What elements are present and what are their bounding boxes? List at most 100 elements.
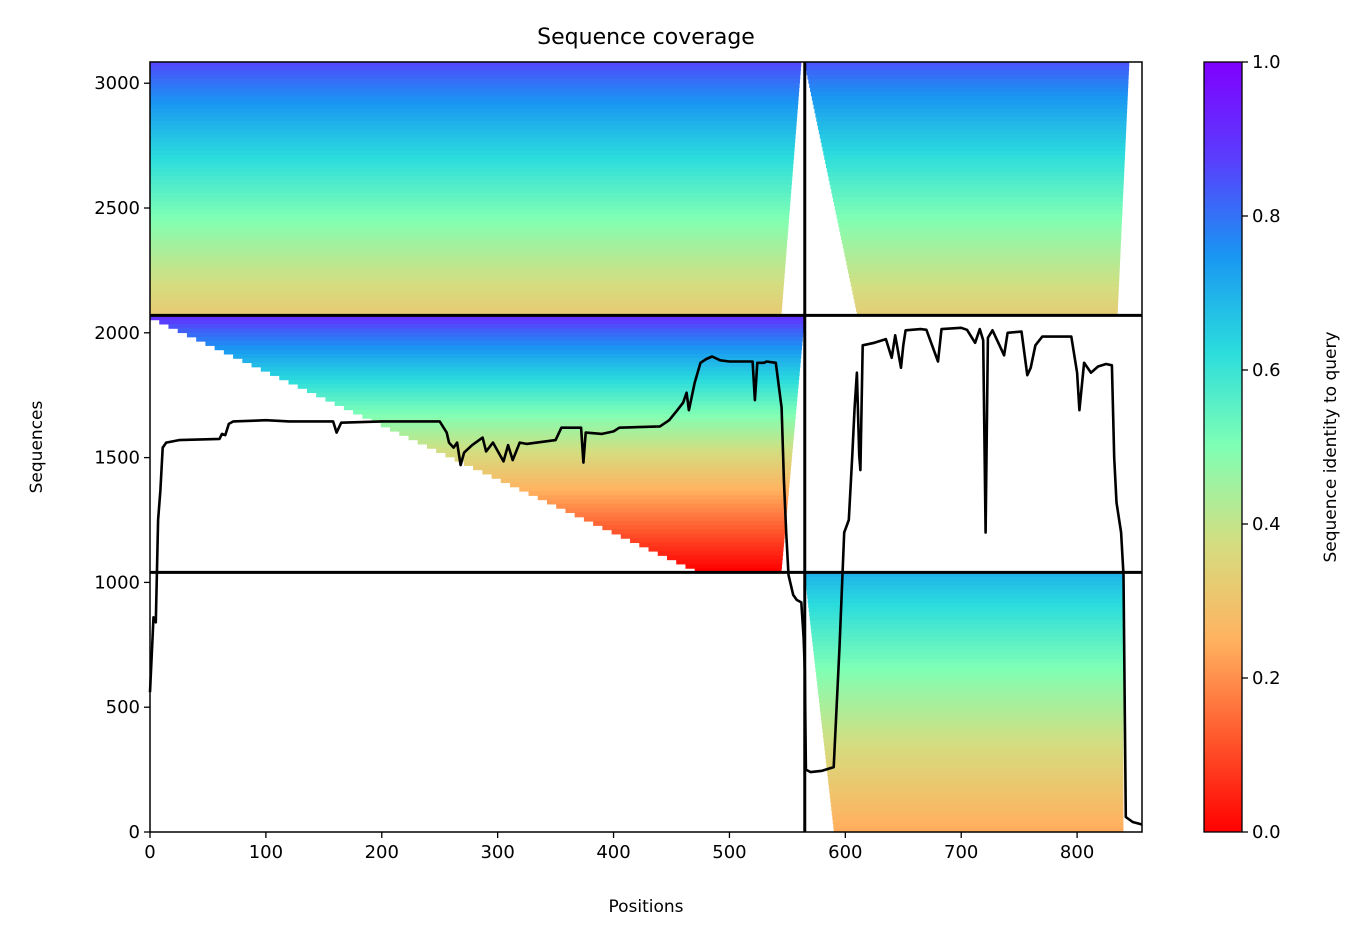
msa-row-band <box>822 732 1124 738</box>
msa-row-band <box>666 555 783 561</box>
msa-row-band <box>850 281 1120 287</box>
msa-row-band <box>150 230 788 236</box>
msa-row-band <box>824 749 1124 755</box>
msa-row-band <box>150 62 802 67</box>
msa-row-band <box>150 146 795 152</box>
msa-row-band <box>810 624 1124 630</box>
msa-row-band <box>829 180 1124 186</box>
msa-row-band <box>150 247 787 253</box>
msa-row-band <box>150 95 799 101</box>
msa-row-band <box>353 409 797 415</box>
msa-row-band <box>809 83 1129 88</box>
msa-row-band <box>150 315 805 321</box>
msa-row-band <box>841 239 1122 245</box>
msa-row-band <box>814 108 1128 114</box>
msa-row-band <box>150 163 794 169</box>
msa-row-band <box>546 499 788 505</box>
msa-row-band <box>856 311 1118 316</box>
msa-row-band <box>829 793 1124 798</box>
msa-row-band <box>371 418 796 424</box>
msa-row-band <box>150 180 792 186</box>
msa-row-band <box>817 680 1124 686</box>
msa-row-band <box>306 388 799 394</box>
msa-row-band <box>150 222 789 228</box>
msa-row-band <box>832 819 1124 824</box>
msa-row-band <box>836 214 1123 219</box>
msa-row-band <box>832 814 1124 820</box>
msa-row-band <box>150 159 794 164</box>
msa-row-band <box>150 116 797 122</box>
msa-row-band <box>150 298 783 304</box>
msa-row-band <box>288 379 799 385</box>
msa-row-band <box>159 319 805 325</box>
msa-row-band <box>812 641 1124 647</box>
msa-row-band <box>831 810 1124 816</box>
msa-row-band <box>832 192 1124 198</box>
msa-row-band <box>842 243 1121 249</box>
msa-row-band <box>150 138 796 143</box>
msa-row-band <box>811 628 1124 634</box>
msa-block-4 <box>804 572 1124 833</box>
msa-row-band <box>491 473 791 479</box>
msa-row-band <box>818 129 1127 135</box>
msa-row-band <box>845 256 1121 262</box>
msa-row-band <box>840 230 1122 236</box>
msa-row-band <box>819 706 1124 712</box>
msa-row-band <box>810 91 1128 97</box>
msa-row-band <box>630 538 785 544</box>
msa-row-band <box>611 529 786 535</box>
colorbar-tick-label: 0.0 <box>1252 822 1281 843</box>
plot-frame <box>149 61 1143 833</box>
msa-row-band <box>822 728 1124 734</box>
msa-row-band <box>806 70 1129 76</box>
colorbar-label: Sequence identity to query <box>1321 331 1341 562</box>
msa-row-band <box>854 298 1119 304</box>
colorbar-tick-label: 1.0 <box>1252 52 1281 73</box>
msa-row-band <box>620 533 785 539</box>
msa-row-band <box>818 689 1124 695</box>
msa-row-band <box>150 70 801 76</box>
msa-row-band <box>809 615 1124 621</box>
msa-row-band <box>814 654 1124 660</box>
y-tick-label: 500 <box>106 697 140 718</box>
msa-row-band <box>150 235 788 240</box>
msa-row-band <box>316 392 798 398</box>
x-tick-label: 500 <box>712 842 746 863</box>
msa-row-band <box>826 167 1125 173</box>
msa-row-band <box>809 611 1124 617</box>
msa-row-band <box>150 192 791 198</box>
msa-row-band <box>694 568 782 574</box>
msa-row-band <box>851 285 1119 291</box>
msa-row-band <box>823 741 1124 747</box>
msa-row-band <box>827 771 1124 777</box>
msa-row-band <box>150 184 792 190</box>
y-tick-label: 0 <box>129 822 140 843</box>
msa-row-band <box>846 260 1121 266</box>
msa-row-band <box>233 353 802 359</box>
msa-row-band <box>593 521 786 526</box>
colorbar-tick-label: 0.2 <box>1252 668 1281 689</box>
msa-row-band <box>838 222 1122 228</box>
x-tick-label: 400 <box>596 842 630 863</box>
msa-row-band <box>334 401 797 406</box>
msa-row-band <box>150 306 782 312</box>
msa-row-band <box>150 218 789 224</box>
msa-row-band <box>150 281 784 287</box>
msa-row-band <box>168 323 804 329</box>
coverage-line <box>148 326 1143 826</box>
msa-row-band <box>847 264 1120 270</box>
msa-row-band <box>150 226 789 232</box>
y-tick-label: 2500 <box>94 198 140 219</box>
msa-row-band <box>805 66 1130 72</box>
msa-row-band <box>817 121 1127 126</box>
msa-row-band <box>816 671 1124 677</box>
msa-row-band <box>657 550 784 556</box>
msa-row-band <box>150 273 785 278</box>
msa-row-band <box>819 702 1124 708</box>
msa-row-band <box>602 525 786 531</box>
msa-row-band <box>819 133 1126 139</box>
colorbar-tick-label: 0.4 <box>1252 514 1281 535</box>
msa-row-band <box>482 469 791 475</box>
msa-block-3 <box>150 315 805 574</box>
msa-row-band <box>823 736 1124 742</box>
